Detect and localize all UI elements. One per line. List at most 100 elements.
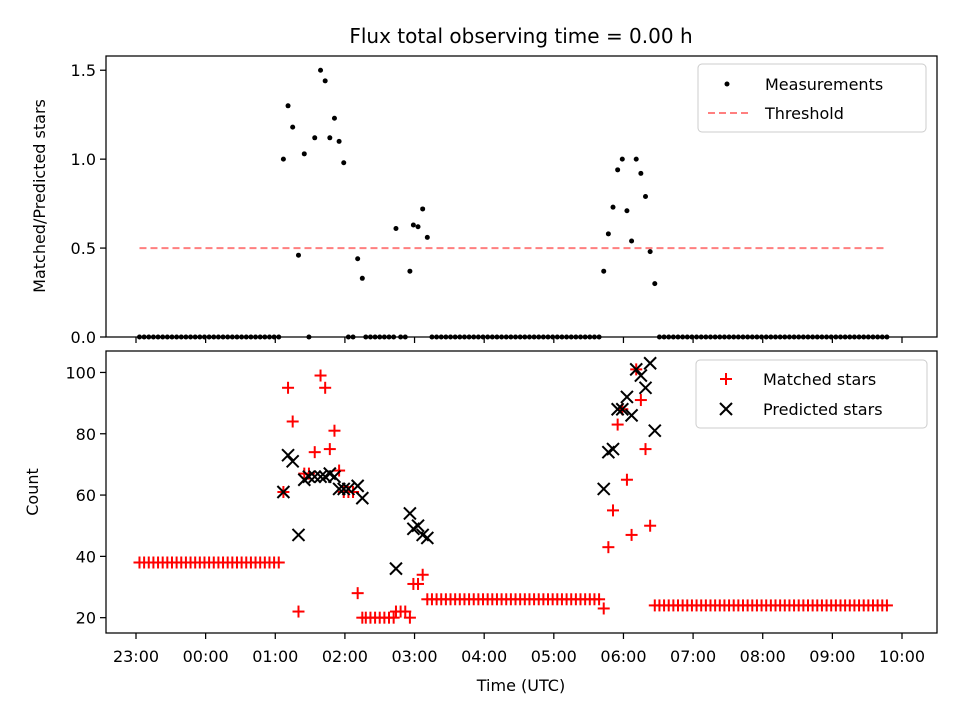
bottom-plot-panel: 20 40 60 80 100 23:00 00:00 01:00 02:00 03:00 04:…: [23, 350, 938, 695]
matched-star-point: [333, 464, 346, 477]
bottom-legend: Matched stars Predicted stars: [695, 359, 928, 429]
predicted-star-point: [634, 368, 648, 383]
measurement-point: [647, 249, 653, 255]
matched-star-point: [602, 541, 615, 554]
measurement-point: [605, 231, 611, 237]
predicted-star-point: [638, 381, 653, 395]
top-y-axis-ticks: 0.0 0.5 1.0 1.5: [71, 61, 106, 347]
legend-marker-predicted-stars: [719, 402, 733, 416]
x-tick-label: 06:00: [600, 647, 646, 666]
measurement-point: [295, 252, 301, 258]
bottom-y-tick-label: 40: [76, 547, 96, 566]
matched-star-point: [625, 528, 638, 541]
measurement-point: [629, 238, 635, 244]
matched-star-point: [634, 394, 647, 407]
predicted-star-point: [341, 482, 356, 496]
top-x-axis-ticks: [135, 337, 903, 343]
bottom-y-axis-ticks: 20 40 60 80 100: [65, 363, 106, 628]
measurement-point: [318, 67, 324, 73]
predicted-star-point: [610, 402, 625, 416]
matched-star-point: [387, 611, 400, 624]
predicted-star-point: [629, 362, 643, 377]
predicted-star-point: [389, 561, 403, 576]
measurement-point: [633, 156, 639, 162]
measurement-point: [322, 78, 328, 84]
legend-marker-matched-stars: [720, 373, 732, 385]
x-tick-label: 08:00: [740, 647, 786, 666]
predicted-star-point: [620, 390, 634, 404]
x-tick-label: 01:00: [252, 647, 298, 666]
matched-star-point: [282, 381, 295, 394]
top-legend-box: [697, 63, 927, 133]
predicted-star-point: [285, 454, 300, 469]
matched-star-point: [620, 473, 633, 486]
legend-label-measurements: Measurements: [765, 75, 883, 94]
predicted-star-point: [648, 423, 662, 438]
measurement-point: [415, 224, 421, 230]
x-tick-label: 00:00: [183, 647, 229, 666]
matched-star-point: [272, 556, 285, 569]
predicted-star-point: [615, 402, 630, 416]
legend-label-matched-stars: Matched stars: [763, 370, 876, 389]
matched-star-point: [328, 424, 341, 437]
top-data-layer: [136, 67, 890, 340]
matched-star-point: [314, 369, 327, 382]
measurement-point: [331, 115, 337, 121]
matched-star-point: [292, 605, 305, 618]
matched-star-point: [286, 415, 299, 428]
top-y-axis-label: Matched/Predicted stars: [30, 99, 49, 293]
x-tick-label: 02:00: [322, 647, 368, 666]
bottom-x-axis-ticks: 23:00 00:00 01:00 02:00 03:00 04:00 05:00 06:00…: [113, 633, 925, 666]
measurement-point: [336, 138, 342, 144]
measurement-point: [312, 135, 318, 141]
top-y-tick-label: 1.5: [71, 61, 96, 80]
x-tick-label: 10:00: [879, 647, 925, 666]
x-tick-label: 23:00: [113, 647, 159, 666]
measurement-point: [355, 256, 361, 262]
predicted-star-point: [350, 479, 365, 493]
measurement-point: [327, 135, 333, 141]
measurement-point: [410, 222, 416, 228]
chart-title: Flux total observing time = 0.00 h: [349, 24, 692, 48]
measurement-point: [610, 204, 616, 210]
bottom-y-tick-label: 60: [76, 486, 96, 505]
bottom-y-axis-label: Count: [23, 468, 42, 516]
top-y-tick-label: 0.0: [71, 328, 96, 347]
matched-star-point: [319, 381, 332, 394]
bottom-y-tick-label: 80: [76, 425, 96, 444]
top-plot-frame: [105, 55, 938, 338]
matched-star-point: [644, 519, 657, 532]
top-y-tick-label: 1.0: [71, 150, 96, 169]
x-tick-label: 07:00: [670, 647, 716, 666]
matched-star-point: [593, 593, 606, 606]
bottom-data-layer: [133, 356, 893, 624]
legend-label-predicted-stars: Predicted stars: [763, 400, 883, 419]
bottom-y-tick-label: 100: [65, 363, 96, 382]
predicted-star-point: [276, 485, 291, 499]
x-axis-label: Time (UTC): [476, 676, 565, 695]
top-legend: Measurements Threshold: [697, 63, 927, 133]
measurement-point: [393, 226, 399, 232]
matched-star-point: [308, 446, 321, 459]
predicted-star-point: [281, 448, 295, 462]
measurement-point: [280, 156, 286, 162]
predicted-star-point: [308, 469, 322, 484]
measurement-point: [420, 206, 426, 212]
matched-star-point: [399, 605, 412, 618]
measurement-point: [619, 156, 625, 162]
x-tick-label: 05:00: [531, 647, 577, 666]
measurement-point: [290, 124, 296, 130]
matched-star-point: [412, 577, 425, 590]
bottom-plot-frame: [105, 350, 938, 634]
predicted-star-point: [411, 519, 425, 533]
predicted-star-point: [597, 482, 611, 496]
predicted-star-point: [355, 491, 370, 505]
measurement-point: [407, 268, 413, 274]
matched-star-point: [416, 568, 429, 581]
matched-star-point: [880, 599, 893, 612]
measurement-point: [652, 281, 658, 287]
predicted-star-point: [337, 482, 351, 496]
legend-marker-measurements: [724, 81, 730, 87]
measurement-point: [615, 167, 621, 173]
bottom-y-tick-label: 20: [76, 609, 96, 628]
